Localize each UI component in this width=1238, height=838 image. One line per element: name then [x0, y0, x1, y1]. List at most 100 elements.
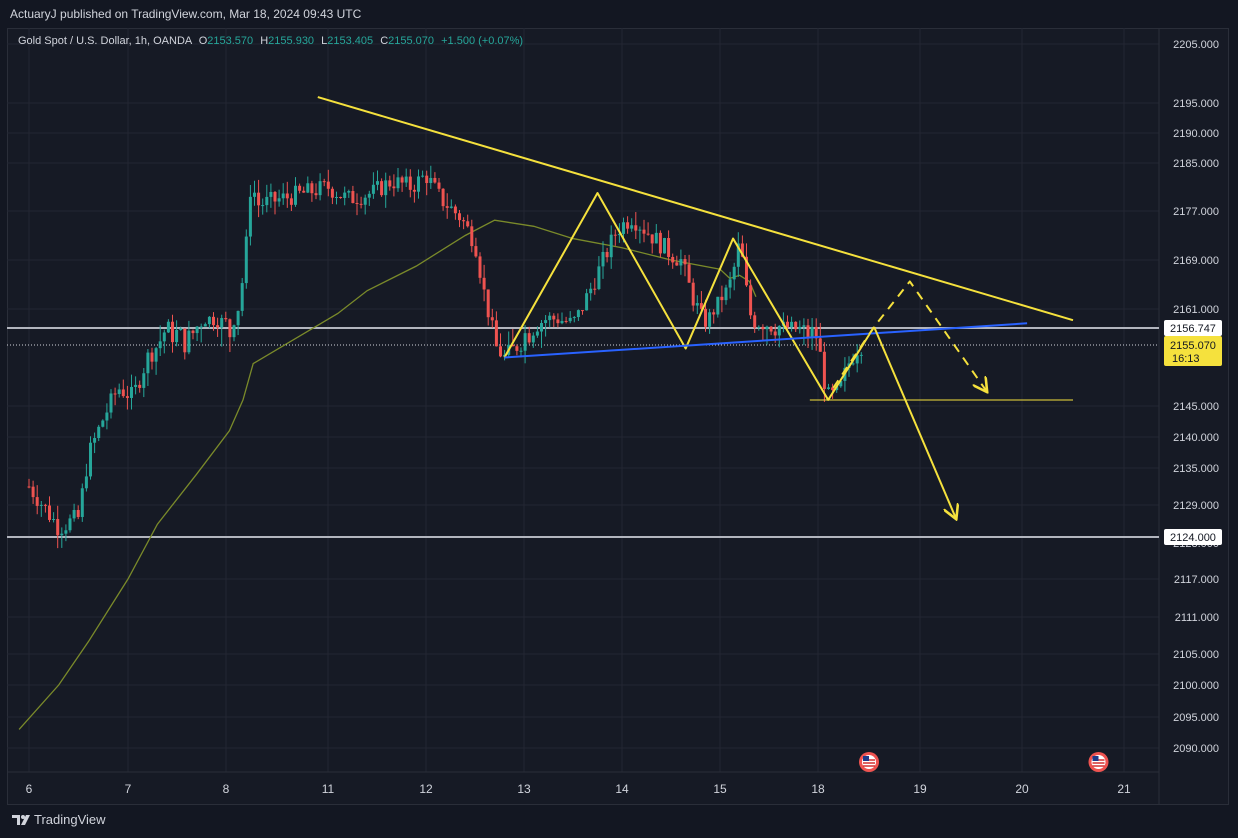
candle-body [802, 325, 806, 327]
time-tick-label: 14 [615, 782, 629, 796]
candle-body [855, 355, 859, 364]
price-tick-label: 2129.000 [1173, 500, 1219, 512]
time-tick-label: 18 [811, 782, 825, 796]
candle-body [519, 350, 523, 352]
candle-body [568, 317, 572, 322]
candle-body [654, 232, 658, 244]
candle-body [470, 226, 474, 247]
symbol-name: Gold Spot / U.S. Dollar, 1h, OANDA [18, 35, 192, 47]
level-price-label: 2156.747 [1170, 323, 1216, 335]
footer-brand[interactable]: TradingView [34, 812, 106, 827]
candle-body [281, 193, 285, 199]
candle-body [831, 387, 835, 391]
candle-body [314, 193, 318, 196]
candle-body [343, 192, 347, 198]
time-tick-label: 12 [419, 782, 433, 796]
price-tick-label: 2205.000 [1173, 39, 1219, 51]
time-tick-label: 13 [517, 782, 531, 796]
candle-body [576, 310, 580, 318]
change-value: +1.500 (+0.07%) [441, 35, 524, 47]
candle-body [540, 323, 543, 332]
price-tick-label: 2161.000 [1173, 304, 1219, 316]
last-price-tag [1164, 336, 1222, 366]
us-flag-event-icon[interactable] [859, 752, 879, 772]
candle-body [515, 346, 519, 351]
candle-body [277, 198, 281, 202]
candle-body [544, 320, 548, 324]
candle-body [84, 476, 88, 489]
candle-body [658, 232, 662, 254]
candle-body [109, 393, 113, 413]
candle-body [154, 348, 158, 362]
candle-body [511, 344, 515, 347]
candle-body [248, 196, 252, 237]
candle-body [790, 321, 794, 328]
candle-body [704, 308, 707, 327]
candle-body [76, 509, 80, 517]
publish-header: ActuaryJ published on TradingView.com, M… [0, 0, 1238, 28]
tradingview-logo-icon[interactable] [11, 813, 31, 827]
candle-body [601, 251, 605, 267]
candle-body [150, 352, 154, 362]
candle-body [285, 193, 289, 199]
candle-body [859, 354, 863, 356]
candle-body [535, 331, 539, 336]
us-flag-event-icon[interactable] [1088, 752, 1109, 772]
candle-body [191, 330, 195, 334]
price-tick-label: 2100.000 [1173, 680, 1219, 692]
candle-body [56, 519, 60, 536]
candle-body [646, 233, 650, 235]
candle-body [474, 246, 478, 257]
candle-body [667, 238, 671, 257]
candle-body [310, 183, 314, 194]
candle-body [371, 184, 375, 194]
time-tick-label: 19 [913, 782, 927, 796]
candle-body [449, 206, 453, 208]
candle-body [121, 389, 125, 397]
candle-body [605, 251, 609, 258]
candle-body [453, 206, 457, 214]
projected-drop [873, 326, 956, 518]
time-tick-label: 8 [223, 782, 230, 796]
candle-body [761, 326, 765, 330]
candle-body [64, 530, 68, 534]
candle-body [597, 266, 601, 290]
close-value: 2155.070 [388, 35, 435, 47]
candle-body [585, 293, 589, 311]
price-tick-label: 2117.000 [1174, 574, 1219, 586]
candle-body [335, 196, 338, 198]
candle-body [236, 310, 240, 326]
candle-body [466, 221, 470, 227]
candle-body [179, 328, 183, 330]
candle-body [822, 351, 826, 389]
candle-body [35, 497, 39, 506]
candle-body [220, 318, 224, 328]
candle-body [384, 180, 388, 196]
candle-body [408, 176, 412, 190]
candle-body [626, 222, 630, 229]
candle-body [43, 504, 47, 506]
candle-body [363, 197, 367, 205]
candle-body [60, 533, 64, 536]
candle-body [490, 317, 494, 321]
candle-body [445, 206, 449, 208]
candle-body [359, 203, 363, 205]
chart-pane[interactable] [7, 28, 1229, 805]
candle-body [199, 326, 203, 328]
candle-body [531, 335, 535, 343]
candle-body [634, 225, 638, 231]
level-price-tag [1164, 320, 1222, 336]
candle-body [421, 175, 425, 177]
candle-body [187, 330, 191, 353]
candle-body [556, 319, 560, 324]
time-axis: 6 7 8 11 12 13 14 15 18 19 20 21 [26, 782, 1131, 796]
candle-body [207, 316, 211, 325]
candle-body [425, 175, 429, 184]
candle-body [638, 229, 642, 231]
candle-body [330, 188, 334, 198]
candle-body [827, 387, 830, 389]
candle-body [347, 191, 351, 193]
candle-body [839, 380, 843, 387]
candle-body [769, 326, 773, 332]
